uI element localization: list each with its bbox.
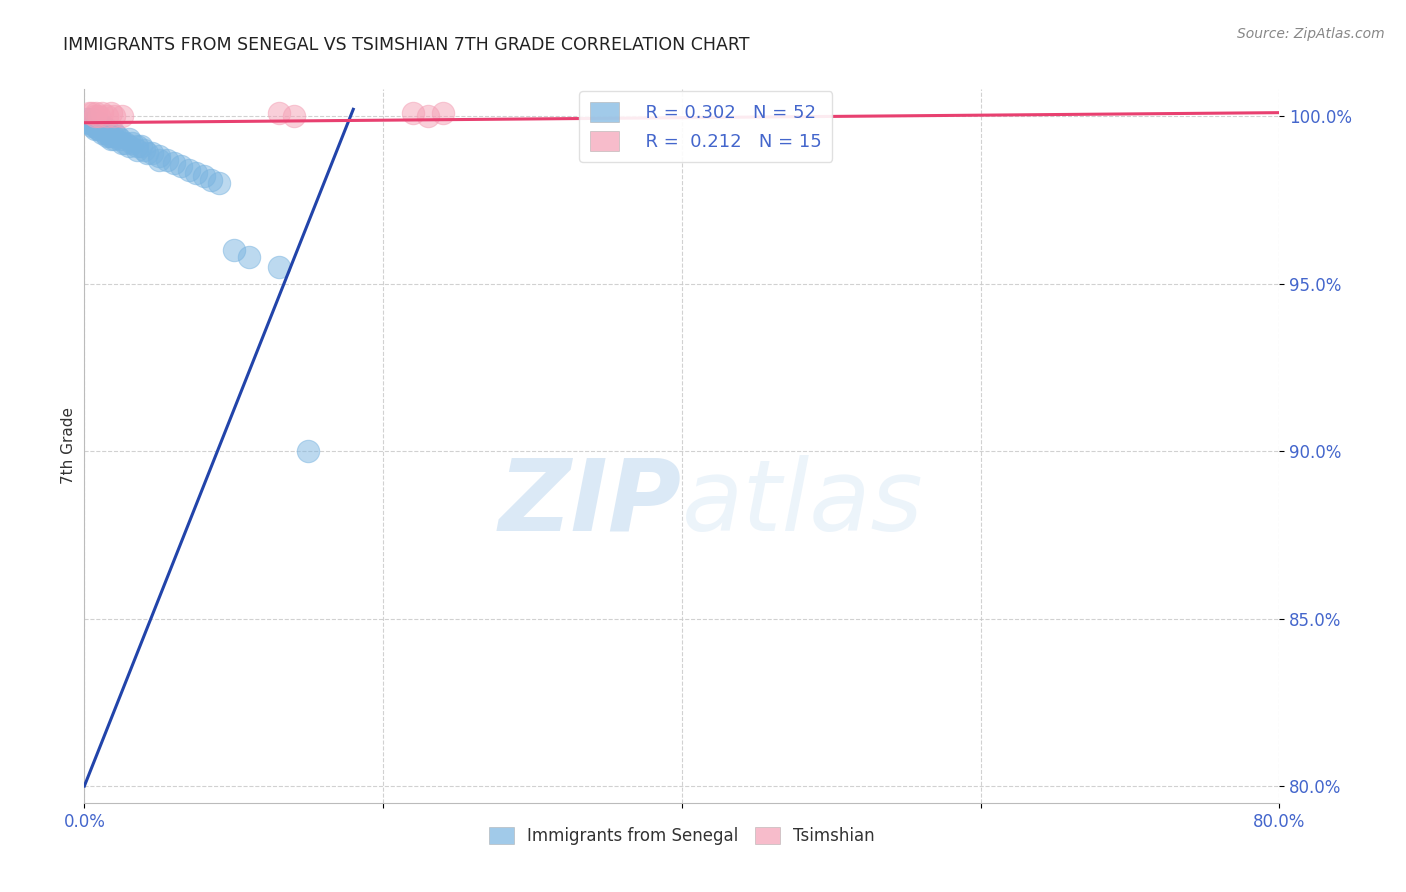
Y-axis label: 7th Grade: 7th Grade	[60, 408, 76, 484]
Point	[83, 122, 105, 136]
Point	[103, 132, 125, 146]
Point	[91, 126, 114, 140]
Point	[83, 119, 105, 133]
Point	[432, 105, 454, 120]
Point	[80, 119, 103, 133]
Point	[87, 122, 110, 136]
Point	[148, 149, 170, 163]
Legend: Immigrants from Senegal, Tsimshian: Immigrants from Senegal, Tsimshian	[482, 820, 882, 852]
Point	[129, 139, 152, 153]
Point	[96, 122, 118, 136]
Point	[118, 132, 141, 146]
Point	[76, 112, 98, 127]
Point	[416, 109, 439, 123]
Point	[103, 109, 125, 123]
Point	[89, 109, 111, 123]
Point	[86, 105, 108, 120]
Point	[86, 119, 108, 133]
Point	[103, 126, 125, 140]
Point	[186, 166, 208, 180]
Point	[96, 129, 118, 144]
Text: atlas: atlas	[682, 455, 924, 551]
Point	[132, 143, 156, 157]
Point	[93, 122, 115, 136]
Point	[100, 132, 122, 146]
Point	[238, 250, 260, 264]
Point	[125, 139, 148, 153]
Point	[111, 109, 134, 123]
Point	[111, 136, 134, 150]
Point	[283, 109, 305, 123]
Text: ZIP: ZIP	[499, 455, 682, 551]
Point	[91, 105, 114, 120]
Point	[141, 145, 163, 160]
Point	[80, 112, 103, 127]
Point	[89, 116, 111, 130]
Point	[125, 143, 148, 157]
Point	[148, 153, 170, 167]
Point	[77, 116, 100, 130]
Point	[101, 129, 124, 144]
Point	[200, 172, 222, 186]
Point	[98, 129, 121, 144]
Point	[118, 139, 141, 153]
Point	[79, 116, 101, 130]
Point	[105, 129, 128, 144]
Point	[80, 105, 103, 120]
Point	[83, 109, 105, 123]
Point	[267, 260, 290, 274]
Point	[82, 116, 104, 130]
Point	[89, 119, 111, 133]
Point	[97, 126, 120, 140]
Point	[114, 136, 136, 150]
Point	[136, 145, 159, 160]
Point	[222, 243, 245, 257]
Point	[297, 444, 319, 458]
Point	[94, 126, 117, 140]
Point	[155, 153, 177, 167]
Point	[89, 122, 111, 136]
Point	[121, 136, 143, 150]
Point	[177, 162, 200, 177]
Point	[110, 132, 132, 146]
Point	[193, 169, 215, 184]
Point	[163, 156, 186, 170]
Point	[100, 105, 122, 120]
Text: Source: ZipAtlas.com: Source: ZipAtlas.com	[1237, 27, 1385, 41]
Point	[267, 105, 290, 120]
Point	[96, 109, 118, 123]
Point	[91, 119, 114, 133]
Point	[208, 176, 231, 190]
Point	[170, 159, 193, 173]
Point	[77, 105, 100, 120]
Point	[402, 105, 425, 120]
Text: IMMIGRANTS FROM SENEGAL VS TSIMSHIAN 7TH GRADE CORRELATION CHART: IMMIGRANTS FROM SENEGAL VS TSIMSHIAN 7TH…	[63, 36, 749, 54]
